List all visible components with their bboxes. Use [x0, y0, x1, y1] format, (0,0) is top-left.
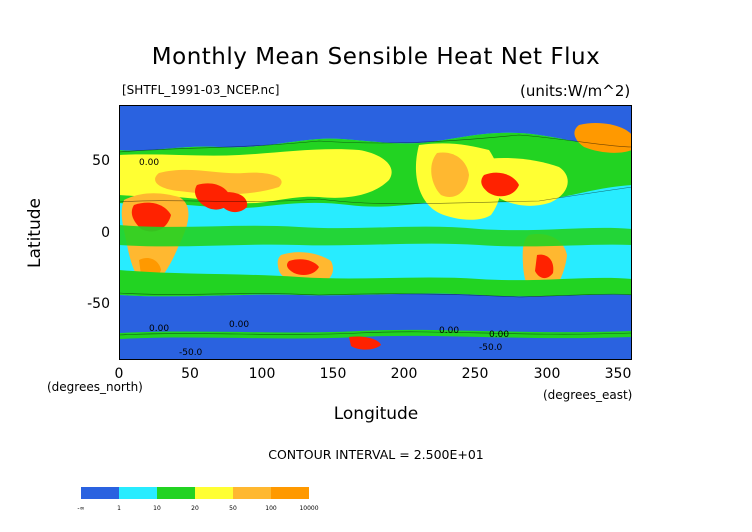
legend-label: 10 — [153, 505, 161, 512]
antarctic-hot-spot — [349, 336, 381, 350]
australia-hot-spot — [286, 259, 319, 275]
y-tick-label: 0 — [101, 225, 110, 241]
x-tick-label: 300 — [533, 366, 561, 382]
northern-ocean-region — [119, 105, 632, 151]
legend-swatch — [271, 487, 309, 499]
legend-swatch — [81, 487, 119, 499]
legend-label: 100 — [265, 505, 277, 512]
south-america-hot-spot — [535, 254, 554, 279]
y-tick-label: -50 — [87, 296, 110, 312]
contour-interval-note: CONTOUR INTERVAL = 2.500E+01 — [268, 447, 484, 462]
y-axis-label: Latitude — [25, 198, 45, 268]
legend-swatch — [195, 487, 233, 499]
x-tick-label: 150 — [319, 366, 347, 382]
flux-map: 0.00 0.00 -50.0 0.00 0.00 -50.0 0.00 — [119, 105, 632, 360]
units-label: (units:W/m^2) — [520, 82, 631, 100]
y-axis-unit: (degrees_north) — [47, 380, 143, 394]
contour-label: 0.00 — [439, 326, 459, 336]
x-tick-label: 100 — [248, 366, 276, 382]
eurasia-warm-zone — [155, 169, 282, 195]
tropical-green-band — [119, 225, 632, 247]
plot-border — [119, 105, 632, 360]
contour-label: -50.0 — [479, 343, 503, 353]
legend-label: 50 — [229, 505, 237, 512]
north-pacific-core — [431, 152, 469, 197]
x-tick-label: 350 — [604, 366, 632, 382]
contour-label: 0.00 — [229, 320, 249, 330]
x-tick-label: 50 — [181, 366, 199, 382]
legend-label: 10000 — [299, 505, 319, 512]
contour-label: -50.0 — [179, 348, 203, 358]
antarctic-coast-band — [119, 329, 632, 339]
legend-label: -∞ — [77, 505, 85, 512]
sahara-hot-spot — [131, 202, 171, 232]
x-tick-label: 0 — [114, 366, 124, 382]
y-tick-label: 50 — [92, 153, 110, 169]
contour-label: 0.00 — [139, 158, 159, 168]
x-tick-label: 250 — [461, 366, 489, 382]
legend-label: 20 — [191, 505, 199, 512]
contour-label: 0.00 — [149, 324, 169, 334]
contour-lines — [119, 134, 632, 336]
file-label: [SHTFL_1991-03_NCEP.nc] — [122, 83, 280, 97]
map-title: Monthly Mean Sensible Heat Net Flux — [151, 44, 601, 70]
x-axis-unit: (degrees_east) — [543, 388, 633, 402]
southern-ocean-region — [119, 293, 632, 360]
greenland-region — [574, 123, 632, 153]
india-hot-spot — [219, 192, 248, 213]
x-tick-label: 200 — [390, 366, 418, 382]
southern-green-band — [119, 270, 632, 297]
legend-swatch — [233, 487, 271, 499]
north-america-hot-spot — [481, 172, 519, 197]
legend-label: 1 — [117, 505, 121, 512]
legend-swatch — [157, 487, 195, 499]
legend-swatch — [119, 487, 157, 499]
x-axis-label: Longitude — [333, 404, 419, 424]
contour-label: 0.00 — [489, 330, 509, 340]
